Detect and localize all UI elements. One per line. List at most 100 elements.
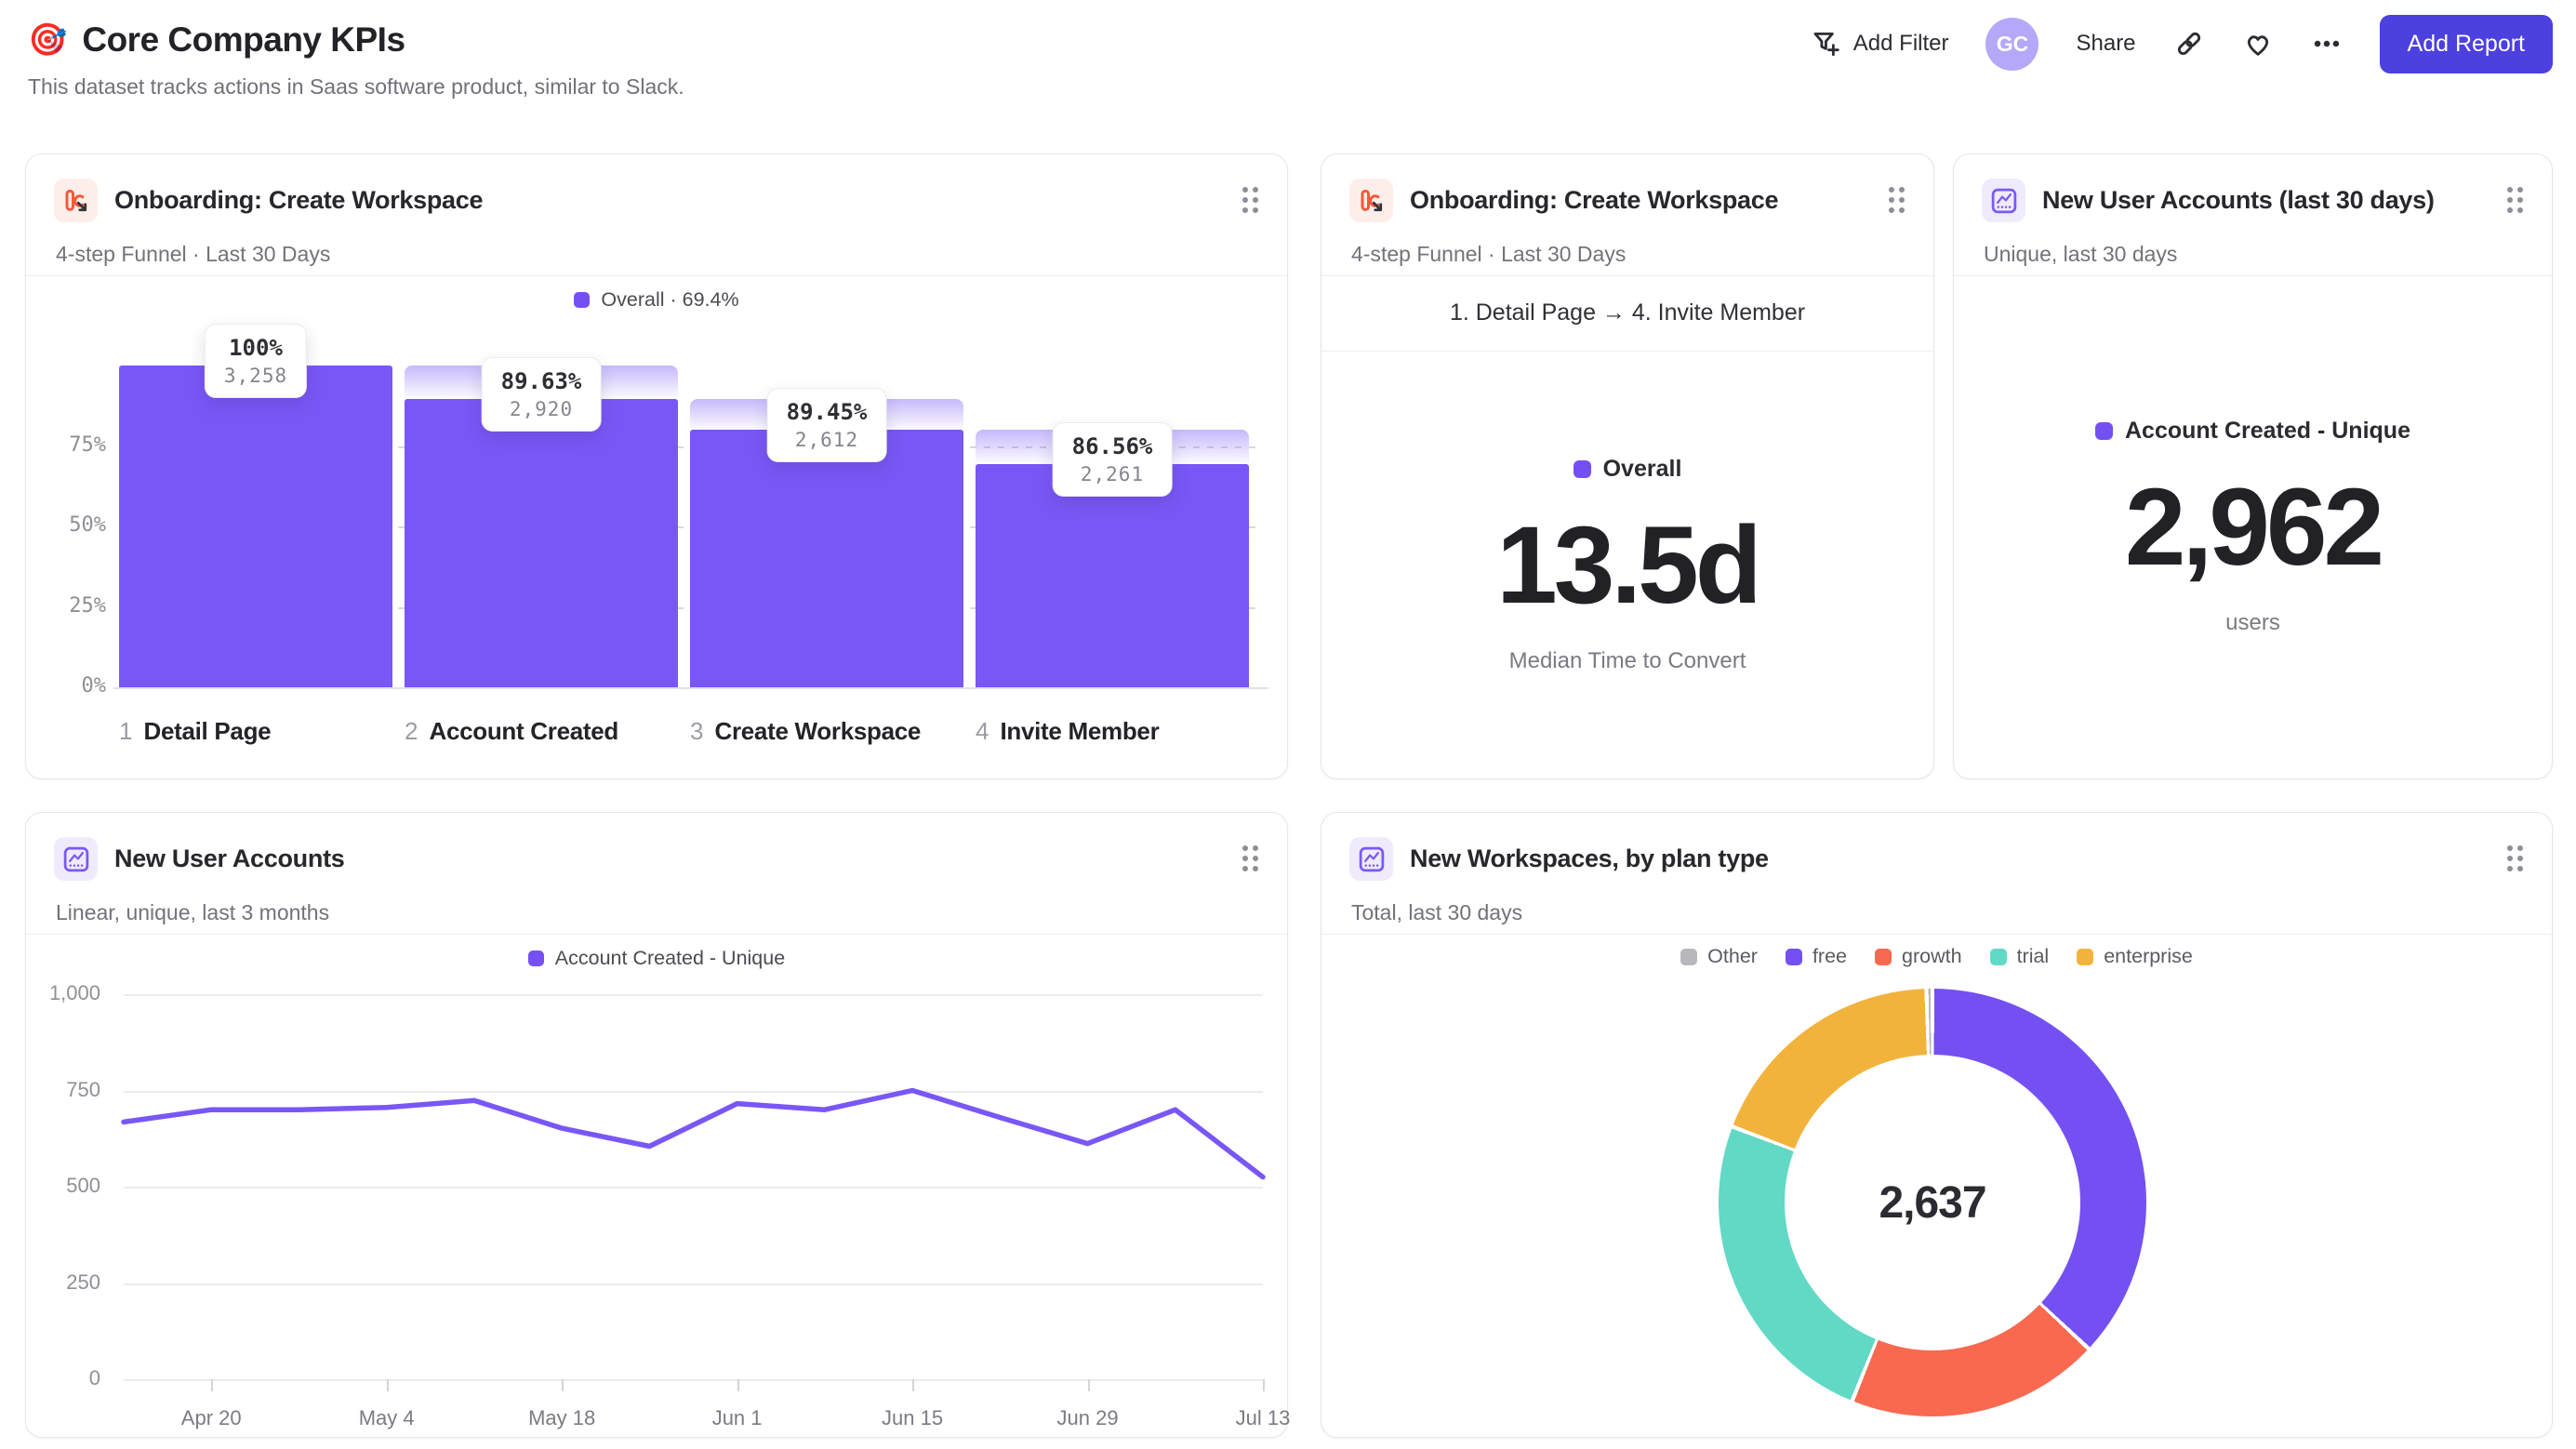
funnel-report-icon — [1349, 179, 1393, 222]
card-subtitle: Unique, last 30 days — [1984, 242, 2178, 266]
line-legend[interactable]: Account Created - Unique — [26, 947, 1287, 970]
funnel-baseline — [113, 687, 1268, 689]
line-gridline — [124, 994, 1263, 996]
drag-handle-icon[interactable] — [1885, 183, 1909, 218]
legend-swatch — [1680, 948, 1698, 965]
card-subtitle: Linear, unique, last 3 months — [56, 900, 330, 924]
legend-label: enterprise — [2104, 945, 2193, 967]
legend-swatch — [1989, 948, 2007, 965]
line-y-label: 1,000 — [48, 981, 100, 1004]
divider — [26, 275, 1287, 276]
favorite-heart-icon[interactable] — [2242, 28, 2274, 60]
card-workspaces-donut: New Workspaces, by plan type Total, last… — [1321, 812, 2553, 1438]
line-gridline — [124, 1187, 1263, 1189]
line-x-tick — [912, 1379, 915, 1391]
funnel-y-label: 75% — [69, 432, 106, 457]
legend-label: Overall · 69.4% — [601, 288, 739, 311]
line-y-label: 750 — [66, 1077, 100, 1101]
funnel-tooltip: 89.45% 2,612 — [766, 387, 887, 462]
funnel-report-icon — [54, 179, 98, 222]
funnel-y-label: 50% — [69, 513, 106, 537]
funnel-tooltip: 86.56% 2,261 — [1052, 421, 1173, 497]
line-y-label: 250 — [66, 1270, 100, 1294]
funnel-bar[interactable]: 89.63% 2,920 — [405, 356, 678, 687]
filter-plus-icon — [1813, 32, 1839, 57]
donut-legend-item[interactable]: trial — [1989, 945, 2049, 968]
page-header: 🎯 Core Company KPIs This dataset tracks … — [28, 20, 684, 100]
card-subtitle: 4-step Funnel · Last 30 Days — [1351, 242, 1627, 266]
divider — [26, 934, 1287, 935]
share-button[interactable]: Share — [2076, 31, 2136, 56]
add-filter-button[interactable]: Add Filter — [1811, 28, 1949, 60]
funnel-bar-fill — [976, 463, 1249, 687]
page-subtitle: This dataset tracks actions in Saas soft… — [28, 74, 684, 99]
target-emoji-icon: 🎯 — [28, 22, 68, 58]
drag-handle-icon[interactable] — [2503, 183, 2528, 218]
donut-chart[interactable]: 2,637 — [1719, 989, 2146, 1416]
funnel-bar-fill — [119, 366, 392, 687]
page-title: Core Company KPIs — [82, 20, 405, 59]
line-gridline — [124, 1283, 1263, 1285]
more-options-icon[interactable] — [2311, 28, 2343, 60]
card-title: Onboarding: Create Workspace — [114, 186, 484, 214]
funnel-bar[interactable]: 89.45% 2,612 — [690, 366, 963, 687]
line-x-tick — [386, 1379, 389, 1391]
card-accounts-line: New User Accounts Linear, unique, last 3… — [25, 812, 1290, 1438]
line-x-tick — [562, 1379, 564, 1391]
donut-legend-item[interactable]: free — [1785, 945, 1848, 968]
funnel-x-label: 4 Invite Member — [976, 717, 1160, 745]
legend-label: free — [1812, 945, 1848, 967]
line-x-label: Jun 1 — [711, 1406, 763, 1429]
line-chart[interactable] — [121, 994, 1266, 1408]
funnel-y-label: 0% — [81, 674, 107, 698]
drag-handle-icon[interactable] — [1239, 842, 1263, 876]
donut-legend-item[interactable]: enterprise — [2077, 945, 2193, 968]
divider — [1954, 275, 2552, 276]
funnel-chart[interactable]: 100% 3,258 89.63% 2,920 89.45% 2,612 86.56% 2,2… — [113, 324, 1268, 689]
card-subtitle: 4-step Funnel · Last 30 Days — [56, 242, 331, 266]
funnel-x-axis: 1 Detail Page 2 Account Created 3 Create Work… — [119, 717, 1263, 764]
funnel-legend[interactable]: Overall · 69.4% — [26, 288, 1287, 312]
line-x-label: Jul 13 — [1235, 1406, 1291, 1429]
legend-swatch — [574, 292, 591, 308]
line-x-label: May 18 — [528, 1406, 596, 1429]
metric-value: 13.5d — [1496, 504, 1762, 627]
donut-legend-item[interactable]: growth — [1875, 945, 1962, 968]
metric-legend[interactable]: Overall — [1573, 456, 1681, 483]
add-report-button[interactable]: Add Report — [2379, 14, 2553, 73]
line-y-label: 0 — [88, 1366, 100, 1389]
funnel-step-range: 1. Detail Page → 4. Invite Member — [1321, 275, 1933, 352]
line-x-label: Apr 20 — [180, 1406, 242, 1429]
legend-swatch — [2077, 948, 2094, 965]
card-funnel-metric: Onboarding: Create Workspace 4-step Funn… — [1321, 153, 1934, 779]
card-title: New User Accounts (last 30 days) — [2042, 186, 2435, 214]
legend-label: Account Created - Unique — [2125, 418, 2410, 444]
drag-handle-icon[interactable] — [2503, 842, 2528, 876]
add-filter-label: Add Filter — [1852, 31, 1949, 56]
line-gridline — [124, 1090, 1263, 1093]
card-subtitle: Total, last 30 days — [1351, 900, 1523, 924]
card-title: New Workspaces, by plan type — [1410, 844, 1769, 872]
funnel-bar-fill — [690, 429, 963, 687]
funnel-x-label: 1 Detail Page — [119, 717, 272, 745]
metric-legend[interactable]: Account Created - Unique — [2095, 418, 2410, 445]
line-gridline — [124, 1379, 1263, 1381]
metric-caption: Median Time to Convert — [1508, 648, 1746, 673]
line-x-tick — [211, 1379, 214, 1391]
metric-value: 2,962 — [2124, 466, 2384, 589]
funnel-bar[interactable]: 86.56% 2,261 — [976, 366, 1249, 687]
donut-legend: Other free growth trial enterprise — [1321, 945, 2552, 968]
drag-handle-icon[interactable] — [1239, 183, 1263, 218]
legend-swatch — [1785, 948, 1802, 965]
avatar[interactable]: GC — [1985, 17, 2039, 71]
legend-swatch — [527, 950, 544, 966]
funnel-tooltip: 100% 3,258 — [204, 324, 308, 398]
line-y-label: 500 — [66, 1174, 100, 1197]
donut-total: 2,637 — [1879, 1177, 1986, 1228]
link-icon[interactable] — [2173, 28, 2205, 60]
funnel-bar[interactable]: 100% 3,258 — [119, 324, 392, 687]
donut-legend-item[interactable]: Other — [1680, 945, 1758, 968]
legend-label: Other — [1707, 945, 1758, 967]
line-x-tick — [1263, 1379, 1265, 1391]
insights-report-icon — [1349, 837, 1393, 881]
